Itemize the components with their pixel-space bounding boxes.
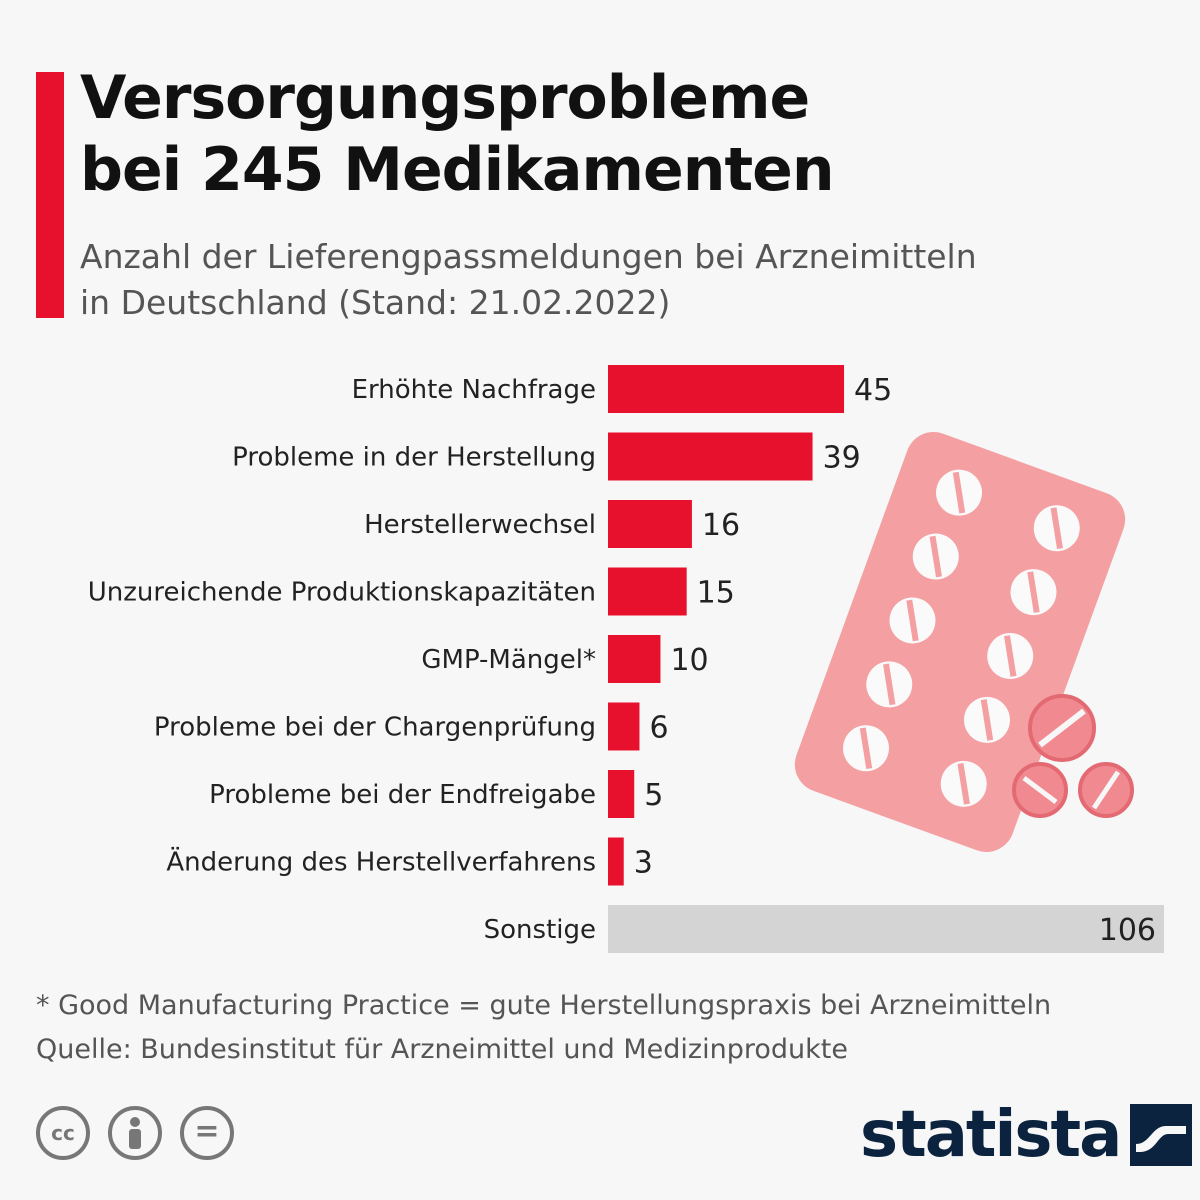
chart-area: Erhöhte Nachfrage 45 Probleme in der Herst… (88, 365, 1164, 953)
statista-logo[interactable]: statista (860, 1098, 1193, 1172)
cc-text: cc (51, 1121, 75, 1145)
value-label: 5 (644, 778, 663, 813)
bar[interactable] (608, 702, 640, 751)
category-label: GMP-Mängel* (421, 645, 596, 675)
category-label: Probleme bei der Chargenprüfung (154, 713, 596, 743)
category-label: Herstellerwechsel (364, 510, 596, 540)
person-icon (129, 1117, 141, 1149)
nd-text: = (194, 1114, 220, 1149)
category-label: Änderung des Herstellverfahrens (166, 846, 596, 878)
bar[interactable] (608, 837, 624, 886)
value-label: 39 (823, 441, 861, 476)
pill-icon (1012, 694, 1134, 818)
category-label: Sonstige (484, 915, 596, 945)
source-note: Quelle: Bundesinstitut für Arzneimittel … (36, 1034, 848, 1065)
category-label: Erhöhte Nachfrage (352, 375, 596, 405)
footnote: * Good Manufacturing Practice = gute Her… (36, 990, 1052, 1021)
chart-title: Versorgungsprobleme bei 245 Medikamenten (80, 63, 835, 205)
value-label: 106 (1099, 913, 1156, 948)
value-label: 16 (702, 508, 740, 543)
bar[interactable] (608, 567, 687, 616)
chart-subtitle: Anzahl der Lieferengpassmeldungen bei Ar… (80, 237, 977, 322)
by-attribution-icon[interactable] (108, 1106, 162, 1160)
bar[interactable] (608, 432, 813, 481)
bar[interactable] (608, 365, 845, 413)
category-label: Unzureichende Produktionskapazitäten (88, 578, 596, 608)
bar[interactable] (608, 905, 1164, 953)
value-label: 3 (634, 846, 653, 881)
cc-license-icon[interactable]: cc (36, 1106, 90, 1160)
statista-wordmark: statista (860, 1098, 1122, 1172)
value-label: 6 (649, 711, 668, 746)
value-label: 15 (697, 576, 735, 611)
bar[interactable] (608, 635, 661, 683)
statista-logo-icon (1130, 1104, 1193, 1166)
bar[interactable] (608, 770, 635, 818)
bar[interactable] (608, 500, 692, 548)
category-label: Probleme bei der Endfreigabe (209, 780, 596, 810)
value-label: 10 (670, 643, 708, 678)
no-derivatives-icon[interactable]: = (180, 1106, 234, 1160)
category-label: Probleme in der Herstellung (232, 443, 596, 473)
title-accent-bar (36, 72, 64, 318)
value-label: 45 (854, 373, 892, 408)
